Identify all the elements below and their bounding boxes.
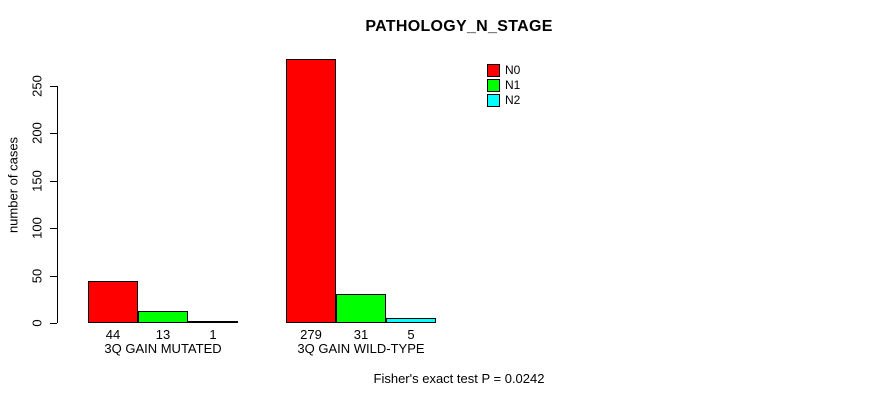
y-tick-label: 100: [29, 217, 45, 239]
bar-value-label: 5: [407, 327, 415, 342]
y-tick-label: 150: [29, 170, 45, 192]
legend-swatch-n2: [487, 93, 500, 107]
legend-item: N0: [487, 63, 520, 77]
y-tick: [50, 133, 57, 134]
stat-annotation: Fisher's exact test P = 0.0242: [373, 371, 545, 386]
y-tick: [50, 228, 57, 229]
legend-item: N1: [487, 78, 520, 92]
chart-title: PATHOLOGY_N_STAGE: [365, 18, 553, 35]
category-label: 3Q GAIN WILD-TYPE: [297, 341, 425, 356]
legend-swatch-n0: [487, 63, 500, 77]
y-axis-line: [57, 86, 58, 323]
legend-swatch-n1: [487, 78, 500, 92]
legend-label: N2: [505, 93, 521, 107]
legend-label: N0: [505, 63, 521, 77]
bar-value-label: 31: [353, 327, 369, 342]
bar-n1-group2: [336, 294, 386, 323]
bar-n0-group1: [88, 281, 138, 323]
bar-value-label: 44: [105, 327, 121, 342]
category-label: 3Q GAIN MUTATED: [104, 341, 222, 356]
bar-n1-group1: [138, 311, 188, 323]
bar-n0-group2: [286, 59, 336, 323]
bar-n2-group2: [386, 318, 436, 323]
bar-value-label: 13: [155, 327, 171, 342]
y-tick: [50, 181, 57, 182]
y-tick-label: 200: [29, 122, 45, 144]
y-tick: [50, 276, 57, 277]
legend-label: N1: [505, 78, 521, 92]
legend-item: N2: [487, 93, 520, 107]
y-tick: [50, 323, 57, 324]
y-tick-label: 0: [29, 319, 45, 327]
y-tick: [50, 86, 57, 87]
bar-value-label: 279: [300, 327, 322, 342]
bar-value-label: 1: [209, 327, 217, 342]
y-tick-label: 250: [29, 75, 45, 97]
legend: N0 N1 N2: [487, 63, 520, 108]
bar-n2-group1: [188, 321, 238, 323]
y-tick-label: 50: [29, 268, 45, 284]
